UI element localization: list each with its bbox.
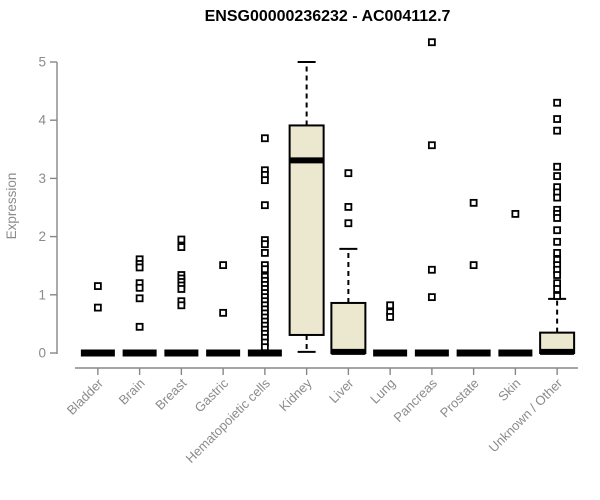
outlier-point [553,98,562,107]
outlier-point [177,243,186,251]
x-tick-label: Bladder [64,375,107,418]
outlier-point [135,322,144,331]
outlier-point [553,214,562,222]
outlier-point [553,237,562,246]
x-tick-label: Brain [116,376,148,408]
outlier-point [553,126,562,135]
outlier-point [511,210,520,218]
y-axis-label: Expression [4,172,19,240]
outlier-point [260,176,269,185]
y-tick-label: 3 [38,171,46,186]
outlier-point [553,172,562,180]
outlier-point [427,265,436,274]
outlier-point [260,265,269,274]
outlier-point [260,201,269,210]
outlier-point [260,248,269,257]
outlier-point [135,283,144,292]
outlier-point [344,219,353,228]
outlier-point [135,294,144,303]
outlier-point [177,301,186,310]
x-tick-label: Lung [367,376,398,407]
outlier-point [553,248,562,257]
y-tick-label: 0 [38,346,46,361]
outlier-point [427,38,436,47]
outlier-point [260,343,269,352]
outlier-point [135,263,144,272]
outlier-point [386,301,395,310]
outlier-point [260,134,269,143]
outlier-point [427,141,436,150]
outlier-point [386,313,395,321]
outlier-point [553,162,562,171]
outlier-point [553,193,562,202]
outlier-point [553,271,562,279]
outlier-point [219,308,228,317]
outlier-point [260,240,269,249]
outlier-point [344,203,353,211]
x-tick-label: Liver [326,375,357,406]
x-tick-label: Prostate [437,376,482,421]
outlier-point [553,285,562,293]
x-tick-label: Kidney [276,375,315,414]
iqr-box [288,124,325,336]
outlier-point [427,293,436,302]
x-tick-label: Unknown / Other [486,375,566,455]
outlier-point [344,169,353,178]
outlier-point [469,261,478,270]
outlier-point [219,261,228,270]
x-tick-label: Pancreas [391,375,441,425]
x-tick-label: Breast [152,375,189,412]
outlier-point [177,285,186,293]
iqr-box [330,301,367,354]
outlier-point [93,303,102,312]
outlier-point [177,235,186,244]
x-tick-label: Skin [495,376,523,404]
outlier-point [93,282,102,290]
y-tick-label: 2 [38,229,46,244]
y-tick-label: 4 [38,113,46,128]
y-tick-label: 5 [38,55,46,70]
outlier-point [553,115,562,123]
y-tick-label: 1 [38,287,46,302]
outlier-point [553,292,562,300]
outlier-point [469,198,478,207]
chart-title: ENSG00000236232 - AC004112.7 [204,8,451,25]
x-tick-label: Gastric [192,375,232,415]
outlier-point [553,226,562,235]
